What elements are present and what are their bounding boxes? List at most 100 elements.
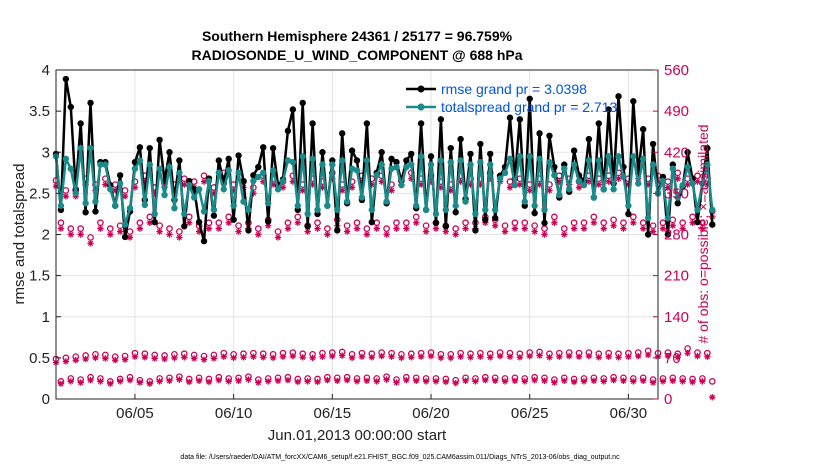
obs-assimilated-point: [521, 225, 528, 232]
obs-assimilated-point: [363, 377, 371, 384]
obs-assimilated-point: [77, 231, 84, 238]
rmse-point: [92, 208, 99, 215]
rmse-point: [309, 120, 316, 127]
obs-possible-point: [620, 219, 627, 227]
obs-assimilated-point: [635, 352, 642, 360]
spread-point: [580, 181, 588, 189]
obs-possible-point: [629, 213, 637, 221]
y-tick-left-label: 3: [42, 144, 50, 161]
obs-possible-point: [215, 219, 223, 227]
rmse-point: [516, 116, 524, 123]
spread-point: [190, 194, 198, 201]
obs-assimilated-point: [284, 377, 292, 384]
obs-assimilated-point: [487, 175, 494, 182]
rmse-point: [709, 221, 716, 228]
obs-assimilated-point: [442, 228, 450, 235]
obs-assimilated-point: [625, 353, 632, 360]
obs-assimilated-point: [250, 190, 257, 197]
obs-assimilated-point: [304, 378, 311, 385]
rmse-point: [393, 158, 400, 166]
obs-assimilated-point: [373, 378, 380, 385]
obs-assimilated-point: [107, 380, 114, 387]
spread-point: [511, 181, 519, 189]
obs-assimilated-point: [255, 379, 262, 386]
obs-assimilated-point: [205, 378, 213, 386]
spread-point: [343, 198, 351, 205]
obs-assimilated-point: [343, 228, 351, 235]
y-tick-right-label: 0: [664, 391, 672, 408]
rmse-point: [62, 75, 70, 83]
obs-assimilated-point: [467, 354, 474, 361]
obs-assimilated-point: [452, 231, 459, 238]
rmse-point: [403, 157, 410, 164]
obs-assimilated-point: [417, 353, 425, 360]
y-tick-right-label: 490: [664, 103, 689, 120]
obs-possible-point: [136, 219, 144, 227]
rmse-point: [250, 172, 257, 179]
obs-possible-point: [176, 228, 183, 235]
obs-possible-point: [205, 219, 213, 227]
obs-assimilated-point: [136, 379, 144, 386]
spread-point: [205, 177, 213, 185]
obs-assimilated-point: [156, 228, 163, 235]
spread-point: [67, 165, 75, 172]
obs-possible-point: [659, 219, 667, 227]
obs-assimilated-point: [649, 379, 657, 386]
y-tick-left-label: 2.5: [29, 185, 50, 202]
y-tick-left-label: 2: [42, 227, 50, 244]
obs-assimilated-point: [97, 225, 104, 232]
obs-assimilated-point: [190, 355, 198, 362]
obs-assimilated-point: [659, 378, 667, 385]
obs-assimilated-point: [526, 187, 533, 194]
spread-point: [452, 202, 459, 209]
obs-assimilated-point: [348, 354, 356, 362]
obs-assimilated-point: [531, 228, 538, 235]
obs-assimilated-point: [422, 228, 430, 235]
obs-assimilated-point: [289, 352, 297, 360]
spread-point: [442, 206, 450, 214]
obs-assimilated-point: [245, 376, 252, 383]
obs-assimilated-point: [388, 187, 395, 194]
obs-assimilated-point: [408, 175, 415, 182]
legend-spread-label: totalspread grand pr = 2.713: [441, 99, 618, 115]
spread-point: [644, 214, 652, 222]
x-tick-label: 06/20: [412, 405, 450, 422]
obs-assimilated-point: [264, 378, 272, 385]
spread-point: [329, 161, 336, 168]
spread-point: [126, 204, 134, 212]
obs-possible-point: [551, 213, 558, 221]
obs-assimilated-point: [112, 187, 119, 194]
spread-point: [260, 169, 267, 177]
spread-point: [585, 157, 593, 164]
obs-assimilated-point: [353, 225, 361, 232]
x-tick-label: 06/05: [116, 405, 154, 422]
obs-possible-point: [383, 225, 390, 232]
obs-assimilated-point: [467, 181, 474, 188]
spread-point: [590, 194, 598, 201]
rmse-point: [289, 106, 297, 113]
y-tick-left-label: 4: [42, 62, 50, 79]
obs-possible-point: [462, 219, 469, 227]
rmse-point: [363, 120, 371, 127]
spread-point: [635, 180, 642, 187]
obs-assimilated-point: [240, 354, 247, 361]
obs-assimilated-point: [684, 181, 691, 188]
spread-point: [422, 206, 430, 214]
obs-assimilated-point: [92, 354, 99, 362]
rmse-point: [299, 99, 306, 107]
obs-assimilated-point: [67, 378, 75, 385]
obs-assimilated-point: [669, 377, 677, 384]
spread-point: [264, 200, 272, 207]
obs-possible-point: [254, 225, 262, 232]
rmse-point: [156, 136, 163, 144]
obs-assimilated-point: [590, 219, 598, 226]
obs-assimilated-point: [437, 184, 445, 191]
obs-assimilated-point: [413, 377, 420, 384]
obs-assimilated-point: [200, 178, 208, 185]
obs-possible-point: [452, 225, 460, 232]
rmse-point: [181, 223, 188, 230]
y-tick-left-label: 1: [42, 309, 50, 326]
spread-point: [704, 161, 711, 168]
obs-assimilated-point: [368, 354, 376, 361]
y-tick-left-label: 3.5: [29, 103, 50, 120]
